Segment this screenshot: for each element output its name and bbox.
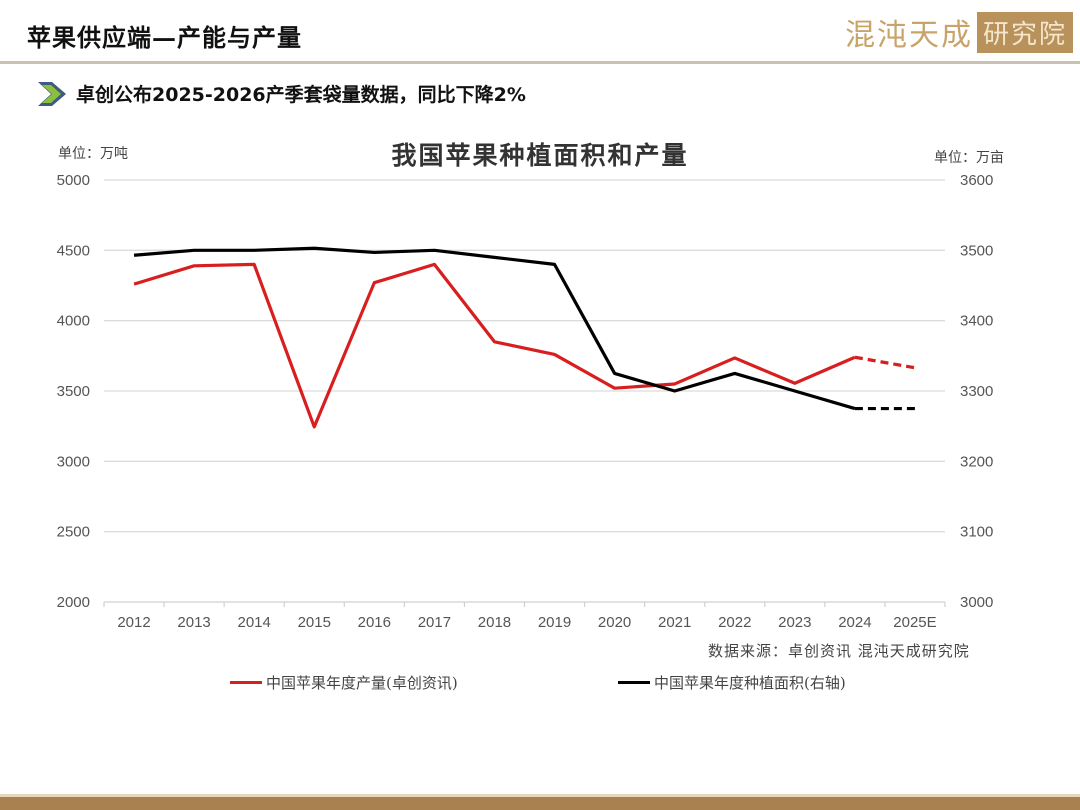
right-axis-ticks: 3600 3500 3400 3300 3200 3100 3000 [960, 172, 993, 611]
legend-label: 中国苹果年度种植面积(右轴) [654, 674, 846, 692]
left-tick-label: 3000 [57, 453, 90, 470]
x-tick-label: 2021 [658, 614, 691, 631]
area-line-solid [133, 246, 856, 411]
right-unit-label: 单位：万亩 [934, 150, 1004, 166]
x-tick-label: 2023 [778, 614, 811, 631]
x-tick-label: 2014 [237, 614, 270, 631]
x-tick-label: 2022 [718, 614, 751, 631]
right-tick-label: 3200 [960, 453, 993, 470]
left-tick-label: 4500 [57, 242, 90, 259]
right-tick-label: 3500 [960, 242, 993, 259]
left-axis-ticks: 5000 4500 4000 3500 3000 2500 2000 [57, 172, 90, 611]
page-title: 苹果供应端—产能与产量 [27, 23, 302, 52]
left-tick-label: 5000 [57, 172, 90, 189]
logo-badge: 研究院 [977, 11, 1074, 53]
x-axis-ticks: 2012 2013 2014 2015 2016 2017 2018 2019 2020 2021… [103, 602, 946, 631]
x-tick-label: 2018 [478, 614, 511, 631]
x-tick-label: 2017 [418, 614, 451, 631]
left-tick-label: 3500 [57, 383, 90, 400]
brand-logo: 混沌天成 研究院 [845, 11, 1074, 53]
right-tick-label: 3100 [960, 524, 993, 541]
x-tick-label: 2016 [358, 614, 391, 631]
x-tick-label: 2015 [298, 614, 331, 631]
right-tick-label: 3400 [960, 313, 993, 330]
footer-accent [0, 794, 1080, 797]
legend-swatch-black [618, 681, 650, 684]
x-tick-label: 2012 [117, 614, 150, 631]
chart-title: 我国苹果种植面积和产量 [391, 141, 689, 170]
production-line-forecast [854, 355, 916, 370]
legend-label: 中国苹果年度产量(卓创资讯) [266, 674, 458, 692]
subtitle-text: 卓创公布2025-2026产季套袋量数据，同比下降2% [76, 84, 526, 106]
header-divider [0, 61, 1080, 64]
x-tick-label: 2020 [598, 614, 631, 631]
left-tick-label: 2000 [57, 594, 90, 611]
chevron-right-icon [38, 81, 66, 106]
footer-bar [0, 797, 1080, 810]
production-line-solid [133, 262, 856, 429]
subtitle-row: 卓创公布2025-2026产季套袋量数据，同比下降2% [36, 80, 526, 107]
series-lines [133, 246, 916, 429]
legend-area: 中国苹果年度种植面积(右轴) [618, 672, 846, 693]
x-tick-label: 2024 [838, 614, 871, 631]
left-unit-label: 单位：万吨 [58, 146, 128, 162]
legend-production: 中国苹果年度产量(卓创资讯) [230, 672, 458, 693]
x-tick-label: 2019 [538, 614, 571, 631]
logo-text: 混沌天成 [845, 18, 973, 53]
data-source: 数据来源：卓创资讯 混沌天成研究院 [708, 642, 970, 660]
right-tick-label: 3000 [960, 594, 993, 611]
x-tick-label: 2025E [893, 614, 936, 631]
gridlines [104, 179, 945, 603]
left-tick-label: 4000 [57, 313, 90, 330]
x-tick-label: 2013 [177, 614, 210, 631]
right-tick-label: 3600 [960, 172, 993, 189]
left-tick-label: 2500 [57, 524, 90, 541]
legend-swatch-red [230, 681, 262, 684]
right-tick-label: 3300 [960, 383, 993, 400]
